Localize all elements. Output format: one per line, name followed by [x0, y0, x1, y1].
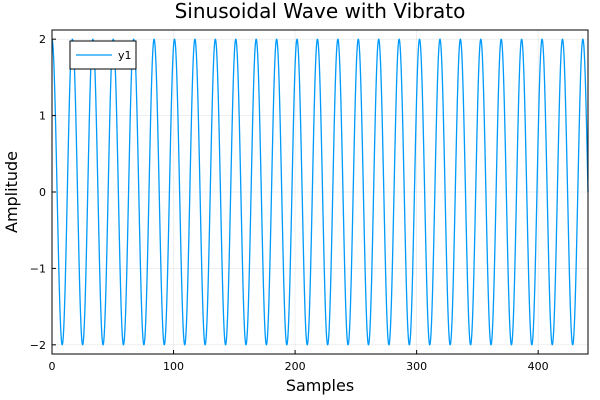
chart-title: Sinusoidal Wave with Vibrato [175, 0, 466, 23]
y-axis-label: Amplitude [2, 151, 21, 233]
x-tick-label: 300 [406, 360, 427, 373]
x-tick-label: 0 [49, 360, 56, 373]
ticks: 0 100 200 300 400 −2 −1 0 1 2 [30, 33, 549, 373]
series-line-y1 [51, 38, 589, 346]
x-tick-label: 200 [285, 360, 306, 373]
series-layer [51, 38, 589, 346]
y-tick-label: 2 [39, 33, 46, 46]
y-tick-label: −2 [30, 339, 46, 352]
y-tick-label: 0 [39, 186, 46, 199]
x-tick-label: 400 [528, 360, 549, 373]
x-axis-label: Samples [286, 376, 354, 395]
x-tick-label: 100 [163, 360, 184, 373]
legend: y1 [69, 40, 137, 70]
y-tick-label: −1 [30, 262, 46, 275]
legend-label-y1: y1 [118, 49, 132, 62]
y-tick-label: 1 [39, 110, 46, 123]
